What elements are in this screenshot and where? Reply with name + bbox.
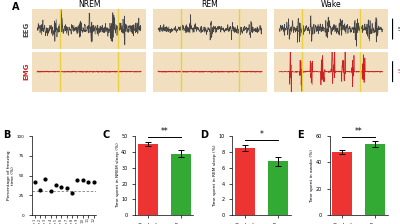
Y-axis label: EMG: EMG xyxy=(23,63,29,80)
Bar xyxy=(366,144,385,215)
Text: C: C xyxy=(103,130,110,140)
Point xyxy=(85,180,91,184)
Y-axis label: Time spent in REM sleep (%): Time spent in REM sleep (%) xyxy=(213,144,217,207)
Point xyxy=(64,186,70,190)
Bar xyxy=(138,144,158,215)
Y-axis label: EEG: EEG xyxy=(23,22,29,37)
Text: *: * xyxy=(260,130,264,139)
Point xyxy=(74,179,81,182)
Bar xyxy=(171,153,191,215)
Text: A: A xyxy=(12,2,19,12)
Y-axis label: Percentage of freezing
time (%): Percentage of freezing time (%) xyxy=(7,151,15,200)
Text: 500UV: 500UV xyxy=(397,27,400,32)
Text: D: D xyxy=(200,130,208,140)
Point xyxy=(90,180,97,184)
Point xyxy=(37,188,43,192)
Point xyxy=(53,183,59,187)
Point xyxy=(42,177,48,181)
Text: **: ** xyxy=(355,127,363,136)
Bar xyxy=(268,162,288,215)
Bar xyxy=(332,152,352,215)
Y-axis label: Time spent in awake (%): Time spent in awake (%) xyxy=(310,149,314,202)
Text: B: B xyxy=(3,130,10,140)
Text: **: ** xyxy=(160,127,168,136)
Text: 50UV: 50UV xyxy=(397,69,400,74)
Point xyxy=(69,191,75,195)
Y-axis label: Time spent in NREM sleep (%): Time spent in NREM sleep (%) xyxy=(116,143,120,209)
Text: E: E xyxy=(298,130,304,140)
Title: REM: REM xyxy=(202,0,218,9)
Point xyxy=(58,185,65,188)
Point xyxy=(32,180,38,184)
Point xyxy=(48,190,54,193)
Title: Wake: Wake xyxy=(321,0,341,9)
Title: NREM: NREM xyxy=(78,0,100,9)
Point xyxy=(80,179,86,182)
Bar xyxy=(235,148,255,215)
